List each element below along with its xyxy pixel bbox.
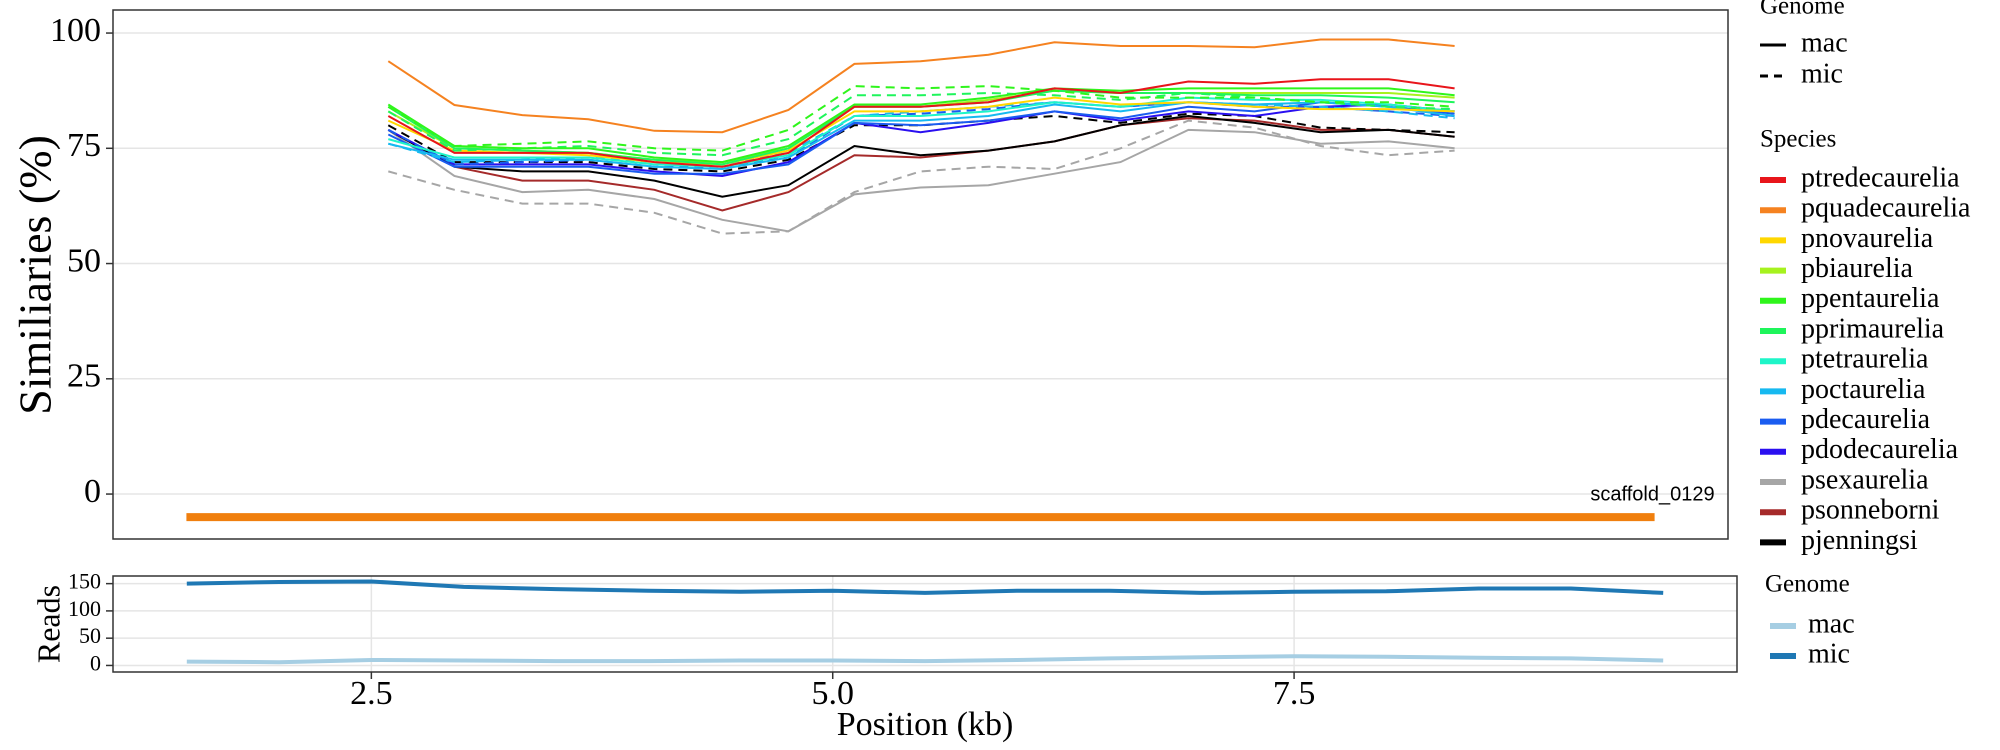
legend-label: pquadecaurelia <box>1801 193 1971 224</box>
legend-title: Genome <box>1765 571 1850 598</box>
x-tick-label: 7.5 <box>1273 675 1316 712</box>
legend-label: pdecaurelia <box>1801 404 1931 435</box>
legend-label: ptredecaurelia <box>1801 162 1960 193</box>
scaffold-label: scaffold_0129 <box>1590 483 1714 505</box>
y-tick-label: 100 <box>50 12 101 49</box>
legend-label: ppentaurelia <box>1801 283 1940 314</box>
series-line <box>387 112 1455 173</box>
series-line <box>387 78 1455 168</box>
series-line <box>387 38 1455 134</box>
plot-area <box>113 10 1728 539</box>
series-line <box>387 114 1455 198</box>
y-tick-label: 0 <box>84 473 101 510</box>
legend-title: Species <box>1760 126 1836 153</box>
plot-border <box>112 575 1738 673</box>
y-tick-label: 25 <box>67 358 101 395</box>
legend-label: pjenningsi <box>1801 525 1918 556</box>
series-line <box>388 119 1455 235</box>
legend-label: pbiaurelia <box>1801 253 1914 284</box>
legend-label: mic <box>1801 58 1843 89</box>
legend-label: ptetraurelia <box>1801 344 1929 375</box>
plot-border <box>112 9 1729 540</box>
legend-label: psonneborni <box>1801 495 1940 526</box>
y-tick-label: 0 <box>90 651 101 676</box>
series-line <box>387 87 1455 164</box>
x-tick-label: 2.5 <box>350 675 393 712</box>
y-axis-title: Reads <box>30 585 66 663</box>
series-line <box>186 579 1664 595</box>
legend-label: pprimaurelia <box>1801 313 1945 344</box>
series-line <box>387 85 1455 152</box>
legend-label: psexaurelia <box>1801 464 1929 495</box>
series-line <box>387 117 1455 212</box>
y-tick-label: 100 <box>68 596 101 621</box>
y-tick-label: 50 <box>79 623 101 648</box>
legend-label: mic <box>1808 638 1850 669</box>
series-line <box>388 101 1455 171</box>
legend-label: mac <box>1801 27 1848 58</box>
series-line <box>186 654 1664 665</box>
x-tick-label: 5.0 <box>811 675 854 712</box>
legend-label: pdodecaurelia <box>1801 434 1959 465</box>
series-line <box>387 96 1455 166</box>
series-line <box>387 103 1455 178</box>
y-tick-label: 50 <box>67 242 101 279</box>
legend-label: poctaurelia <box>1801 374 1926 405</box>
legend-title: Genome <box>1760 0 1845 20</box>
x-axis-title: Position (kb) <box>837 706 1014 743</box>
y-tick-label: 75 <box>67 127 101 164</box>
legend-label: pnovaurelia <box>1801 223 1934 254</box>
y-axis-title: Similiaries (%) <box>10 135 61 415</box>
legend-label: mac <box>1808 608 1855 639</box>
series-line <box>387 128 1455 233</box>
y-tick-label: 150 <box>68 569 101 594</box>
